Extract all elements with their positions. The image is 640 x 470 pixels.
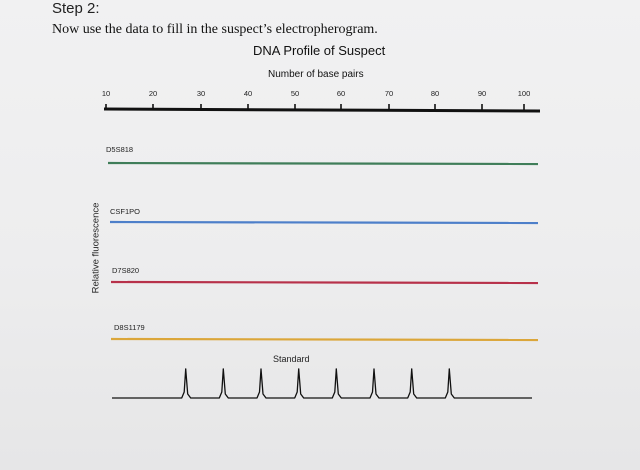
axis-tick-label: 30	[197, 89, 205, 98]
instruction-text: Now use the data to fill in the suspect’…	[52, 22, 378, 37]
locus-label: D7S820	[112, 266, 139, 275]
standard-peak	[335, 368, 337, 370]
locus-baseline	[110, 337, 539, 342]
standard-peak	[448, 368, 450, 370]
standard-peak	[222, 368, 224, 370]
locus-label: CSF1PO	[110, 207, 140, 216]
axis-tick-label: 90	[478, 89, 486, 98]
axis-line	[103, 107, 541, 113]
axis-tick-label: 40	[244, 89, 252, 98]
locus-label: D8S1179	[114, 323, 145, 332]
standard-ladder: Standard	[112, 354, 532, 399]
axis-tick-label: 70	[385, 89, 393, 98]
axis-tick-label: 20	[149, 89, 157, 98]
locus-baseline	[109, 220, 539, 225]
step-title: Step 2:	[52, 0, 100, 17]
profile-title: DNA Profile of Suspect	[253, 43, 386, 58]
standard-peak	[411, 368, 413, 370]
standard-peak	[260, 368, 262, 370]
standard-peak	[373, 368, 375, 370]
axis-tick-label: 80	[431, 89, 439, 98]
standard-peak	[185, 368, 187, 370]
locus-baseline	[107, 161, 539, 166]
standard-trace	[112, 368, 532, 399]
axis-tick-label: 100	[518, 89, 531, 98]
axis-title: Number of base pairs	[268, 69, 364, 80]
axis-tick-label: 50	[291, 89, 299, 98]
axis-tick-label: 10	[102, 89, 110, 98]
axis-tick-label: 60	[337, 89, 345, 98]
locus-label: D5S818	[106, 145, 133, 154]
locus-baseline	[110, 280, 539, 285]
base-pair-axis: 10 20 30 40 50 60 70 80 90 100	[102, 89, 541, 113]
locus-lanes: D5S818 CSF1PO D7S820 D8S1179	[106, 145, 539, 342]
standard-peak	[298, 368, 300, 370]
standard-label: Standard	[273, 354, 310, 364]
